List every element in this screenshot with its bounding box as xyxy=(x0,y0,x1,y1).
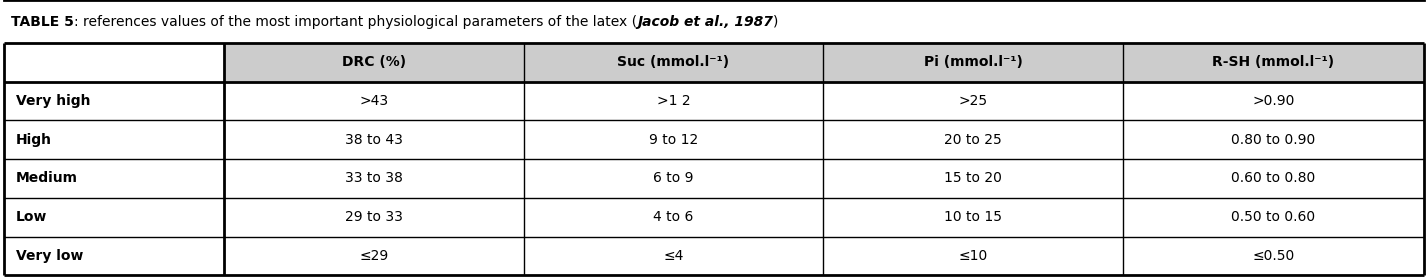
Text: ≤29: ≤29 xyxy=(360,249,388,263)
Text: 0.80 to 0.90: 0.80 to 0.90 xyxy=(1231,133,1315,147)
Text: Low: Low xyxy=(16,210,47,224)
Text: 9 to 12: 9 to 12 xyxy=(648,133,698,147)
Text: Medium: Medium xyxy=(16,172,77,185)
Text: ≤10: ≤10 xyxy=(958,249,988,263)
Text: >43: >43 xyxy=(360,94,388,108)
Text: ≤0.50: ≤0.50 xyxy=(1252,249,1294,263)
Bar xyxy=(224,43,1424,82)
Text: 6 to 9: 6 to 9 xyxy=(653,172,694,185)
Text: High: High xyxy=(16,133,51,147)
Text: >25: >25 xyxy=(958,94,988,108)
Text: Jacob et al., 1987: Jacob et al., 1987 xyxy=(637,14,774,29)
Text: DRC (%): DRC (%) xyxy=(341,55,406,70)
Text: R-SH (mmol.l⁻¹): R-SH (mmol.l⁻¹) xyxy=(1212,55,1334,70)
Text: 20 to 25: 20 to 25 xyxy=(944,133,1002,147)
Text: >1 2: >1 2 xyxy=(657,94,690,108)
Text: >0.90: >0.90 xyxy=(1252,94,1294,108)
Text: 38 to 43: 38 to 43 xyxy=(346,133,403,147)
Text: : references values of the most important physiological parameters of the latex : : references values of the most importan… xyxy=(74,14,637,29)
Text: Suc (mmol.l⁻¹): Suc (mmol.l⁻¹) xyxy=(617,55,730,70)
Text: TABLE 5: TABLE 5 xyxy=(11,14,74,29)
Text: 4 to 6: 4 to 6 xyxy=(654,210,694,224)
Text: 29 to 33: 29 to 33 xyxy=(346,210,403,224)
Text: ≤4: ≤4 xyxy=(664,249,684,263)
Text: Very low: Very low xyxy=(16,249,83,263)
Text: 0.50 to 0.60: 0.50 to 0.60 xyxy=(1231,210,1315,224)
Text: Very high: Very high xyxy=(16,94,90,108)
Text: ): ) xyxy=(774,14,778,29)
Text: 0.60 to 0.80: 0.60 to 0.80 xyxy=(1231,172,1315,185)
Text: 10 to 15: 10 to 15 xyxy=(944,210,1002,224)
Text: 33 to 38: 33 to 38 xyxy=(346,172,403,185)
Text: Pi (mmol.l⁻¹): Pi (mmol.l⁻¹) xyxy=(924,55,1022,70)
Text: 15 to 20: 15 to 20 xyxy=(944,172,1002,185)
